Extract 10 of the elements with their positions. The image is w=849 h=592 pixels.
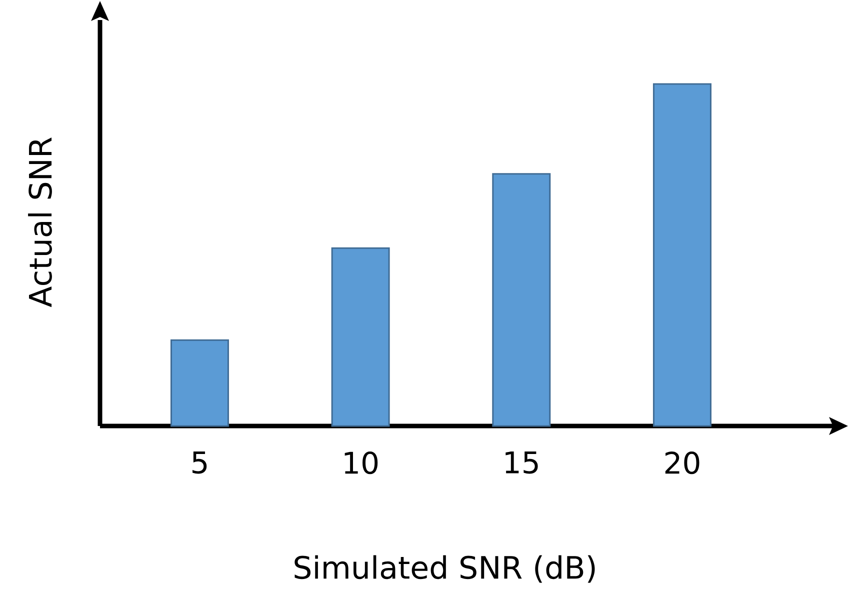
y-axis-title: Actual SNR <box>28 137 52 308</box>
x-tick-label: 5 <box>192 451 207 474</box>
bar <box>331 247 390 427</box>
x-tick-label: 20 <box>665 452 700 474</box>
bar <box>652 83 712 427</box>
x-tick-label: 15 <box>506 451 538 474</box>
bar <box>492 173 551 427</box>
bar <box>170 339 229 427</box>
x-tick-label: 10 <box>344 452 378 474</box>
x-axis-title: Simulated SNR (dB) <box>294 555 595 583</box>
